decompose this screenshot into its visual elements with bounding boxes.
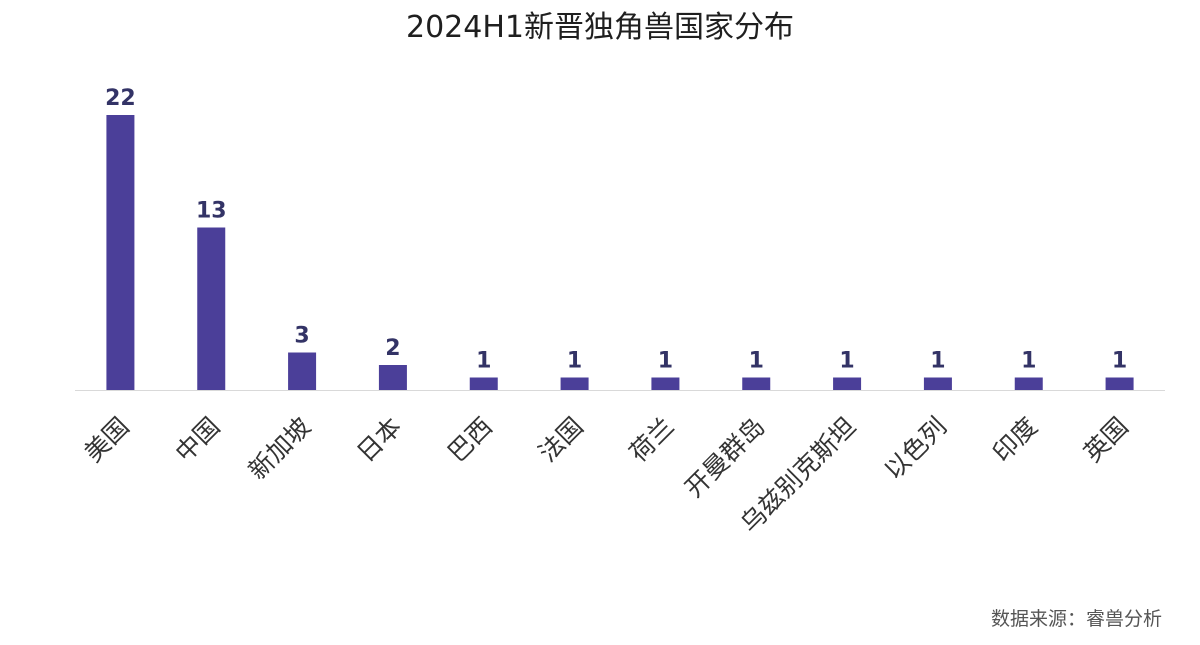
category-label-4: 日本 (351, 412, 407, 468)
bar-10 (923, 377, 952, 390)
bar-1 (106, 115, 135, 390)
source-note: 数据来源：睿兽分析 (990, 608, 1162, 630)
category-label-1: 美国 (79, 412, 135, 468)
bar-3 (288, 352, 317, 390)
bar-8 (742, 377, 771, 390)
value-label-2: 13 (196, 199, 227, 224)
chart-title: 2024H1新晋独角兽国家分布 (406, 10, 794, 45)
bar-11 (1014, 377, 1043, 390)
bar-2 (197, 227, 226, 390)
value-label-7: 1 (658, 349, 673, 374)
bar-6 (560, 377, 589, 390)
value-label-3: 3 (294, 324, 309, 349)
bar-5 (469, 377, 498, 390)
category-label-7: 荷兰 (624, 412, 680, 468)
category-label-2: 中国 (170, 412, 226, 468)
category-label-8: 开曼群岛 (679, 412, 770, 503)
category-label-3: 新加坡 (243, 412, 317, 486)
value-label-10: 1 (930, 349, 945, 374)
value-label-9: 1 (839, 349, 854, 374)
value-label-4: 2 (385, 336, 400, 361)
value-label-8: 1 (749, 349, 764, 374)
category-label-10: 以色列 (879, 412, 953, 486)
bar-7 (651, 377, 680, 390)
value-label-11: 1 (1021, 349, 1036, 374)
bar-9 (833, 377, 862, 390)
bar-4 (378, 365, 407, 390)
value-label-5: 1 (476, 349, 491, 374)
category-label-11: 印度 (987, 412, 1043, 468)
category-label-12: 英国 (1078, 412, 1134, 468)
value-label-12: 1 (1112, 349, 1127, 374)
value-label-6: 1 (567, 349, 582, 374)
bar-12 (1105, 377, 1134, 390)
value-label-1: 22 (105, 86, 136, 111)
category-label-5: 巴西 (442, 412, 498, 468)
category-label-6: 法国 (533, 412, 589, 468)
